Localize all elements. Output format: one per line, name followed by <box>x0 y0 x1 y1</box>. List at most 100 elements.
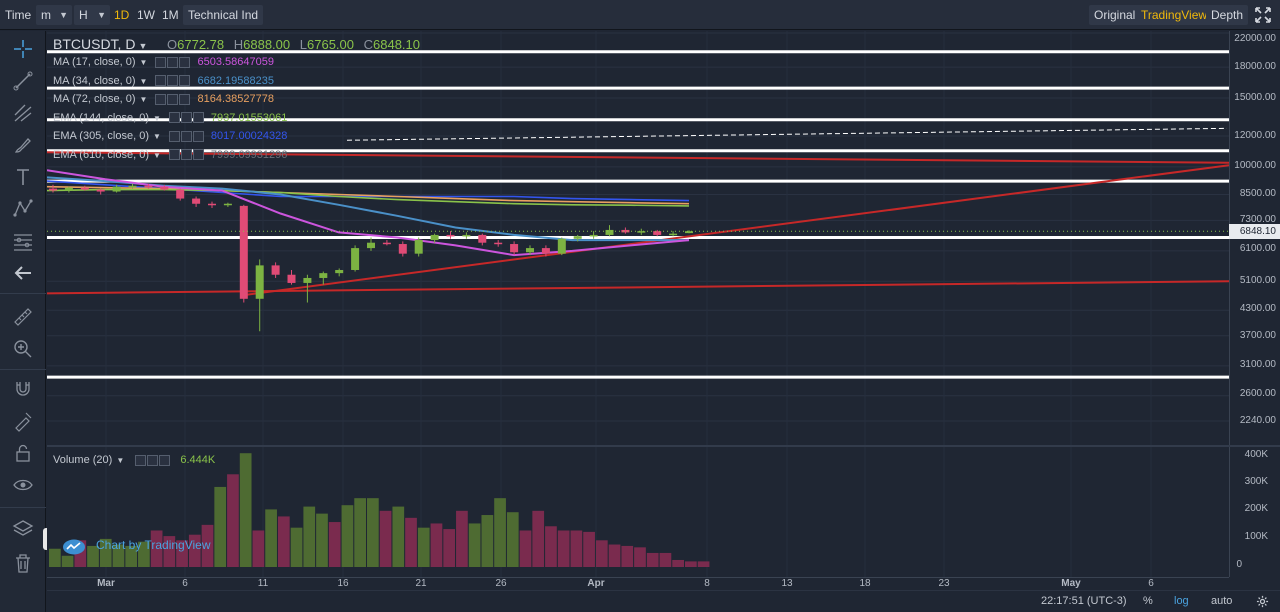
gear-icon[interactable] <box>1256 595 1269 608</box>
remove-button[interactable] <box>179 56 191 68</box>
volume-axis[interactable]: 400K 300K 200K 100K 0 <box>1229 447 1280 577</box>
settings-button[interactable] <box>167 56 179 68</box>
settings-button[interactable] <box>180 130 192 142</box>
tradingview-watermark[interactable]: Chart by TradingView <box>62 536 211 555</box>
minute-interval-select[interactable]: m ▼ <box>36 5 72 25</box>
chevron-down-icon[interactable]: ▼ <box>139 76 148 86</box>
pitchfork-icon[interactable] <box>11 101 35 125</box>
time-tick-label: 21 <box>415 578 427 589</box>
candle-body <box>49 188 57 191</box>
chevron-down-icon[interactable]: ▼ <box>153 150 161 160</box>
remove-button[interactable] <box>192 149 204 161</box>
candle-body <box>637 231 646 233</box>
support-trend-line <box>47 280 1229 295</box>
time-tick-label: 23 <box>938 578 950 589</box>
chevron-down-icon[interactable]: ▼ <box>116 456 125 465</box>
indicator-name[interactable]: EMA (610, close, 0) <box>53 148 149 161</box>
settings-button[interactable] <box>167 75 179 87</box>
interval-1w-button[interactable]: 1W <box>137 8 155 22</box>
price-chart[interactable] <box>47 31 1229 445</box>
view-original-button[interactable]: Original <box>1089 5 1141 25</box>
eye-icon[interactable] <box>11 473 35 497</box>
time-tick-label: 6 <box>182 578 188 589</box>
volume-tick-label: 0 <box>1236 559 1242 570</box>
lock-icon[interactable] <box>11 441 35 465</box>
volume-bar <box>112 544 125 567</box>
chart-footer: 22:17:51 (UTC-3) % log auto <box>47 590 1280 612</box>
lock-drawing-icon[interactable] <box>11 409 35 433</box>
eye-toggle-button[interactable] <box>155 56 167 68</box>
auto-scale-button[interactable]: auto <box>1211 595 1233 607</box>
volume-bar <box>49 548 61 567</box>
volume-bar <box>138 541 150 567</box>
price-tick-label: 22000.00 <box>1234 33 1276 44</box>
trash-icon[interactable] <box>11 551 35 575</box>
brush-icon[interactable] <box>11 133 35 157</box>
volume-tick-label: 100K <box>1244 531 1268 542</box>
indicator-name[interactable]: MA (34, close, 0) <box>53 74 136 87</box>
volume-bar <box>150 530 163 567</box>
indicator-name[interactable]: MA (72, close, 0) <box>53 93 136 105</box>
high-key: H <box>233 37 244 52</box>
indicator-name[interactable]: MA (17, close, 0) <box>53 56 136 68</box>
zoom-in-icon[interactable] <box>11 337 35 361</box>
volume-tick-label: 400K <box>1244 449 1268 460</box>
time-tick-label: 18 <box>859 578 871 589</box>
indicator-name[interactable]: EMA (144, close, 0) <box>53 111 149 124</box>
settings-button[interactable] <box>180 149 192 161</box>
interval-1m-button[interactable]: 1M <box>162 8 179 22</box>
layers-icon[interactable] <box>11 517 35 541</box>
volume-bar <box>392 506 405 567</box>
remove-button[interactable] <box>159 454 171 466</box>
remove-button[interactable] <box>179 75 191 87</box>
eye-toggle-button[interactable] <box>168 149 180 161</box>
view-tradingview-button[interactable]: TradingView <box>1136 5 1213 25</box>
volume-indicator-name[interactable]: Volume (20) <box>53 454 113 466</box>
technical-indicators-button[interactable]: Technical Ind <box>183 5 264 25</box>
fullscreen-icon[interactable] <box>1254 6 1272 24</box>
pattern-icon[interactable] <box>11 197 35 221</box>
remove-button[interactable] <box>192 130 204 142</box>
eye-toggle-button[interactable] <box>155 75 167 87</box>
crosshair-icon[interactable] <box>11 37 35 61</box>
remove-button[interactable] <box>179 93 191 105</box>
volume-bar <box>252 530 265 567</box>
remove-button[interactable] <box>192 112 204 124</box>
eye-toggle-button[interactable] <box>168 130 180 142</box>
volume-legend: Volume (20) ▼ 6.444K <box>53 452 215 468</box>
volume-bar <box>61 555 74 567</box>
settings-button[interactable] <box>167 93 179 105</box>
volume-bar <box>163 536 176 567</box>
chevron-down-icon[interactable]: ▼ <box>153 113 161 123</box>
chevron-down-icon[interactable]: ▼ <box>139 95 148 104</box>
eye-toggle-button[interactable] <box>155 93 167 105</box>
pane-divider[interactable] <box>47 445 1280 447</box>
hour-interval-select[interactable]: H ▼ <box>74 5 110 25</box>
view-depth-button[interactable]: Depth <box>1206 5 1249 25</box>
eye-toggle-button[interactable] <box>135 454 147 466</box>
fib-icon[interactable] <box>11 229 35 253</box>
chevron-down-icon[interactable]: ▼ <box>138 41 148 51</box>
settings-button[interactable] <box>180 112 192 124</box>
trend-line-icon[interactable] <box>11 69 35 93</box>
magnet-icon[interactable] <box>11 377 35 401</box>
symbol-selector[interactable]: BTCUSDT, D <box>53 36 136 52</box>
eye-toggle-button[interactable] <box>168 112 180 124</box>
volume-bar <box>417 527 430 567</box>
chevron-down-icon[interactable]: ▼ <box>139 58 148 67</box>
interval-1d-button[interactable]: 1D <box>114 8 130 22</box>
candle-body <box>176 189 185 199</box>
settings-button[interactable] <box>147 454 159 466</box>
ohlc-legend: BTCUSDT, D ▼ O6772.78 H6888.00 L6765.00 C… <box>53 36 420 52</box>
text-icon[interactable] <box>11 165 35 189</box>
ruler-icon[interactable] <box>11 305 35 329</box>
volume-bar <box>456 510 468 567</box>
chevron-down-icon[interactable]: ▼ <box>153 132 161 141</box>
log-scale-button[interactable]: log <box>1174 595 1189 607</box>
time-axis[interactable]: Mar 6 11 16 21 26 Apr 8 13 18 23 May 6 <box>47 577 1229 590</box>
back-arrow-icon[interactable] <box>11 261 35 285</box>
ma-17-line <box>47 169 690 257</box>
indicator-name[interactable]: EMA (305, close, 0) <box>53 130 149 142</box>
percent-scale-button[interactable]: % <box>1143 595 1153 607</box>
volume-chart[interactable] <box>47 447 1229 577</box>
